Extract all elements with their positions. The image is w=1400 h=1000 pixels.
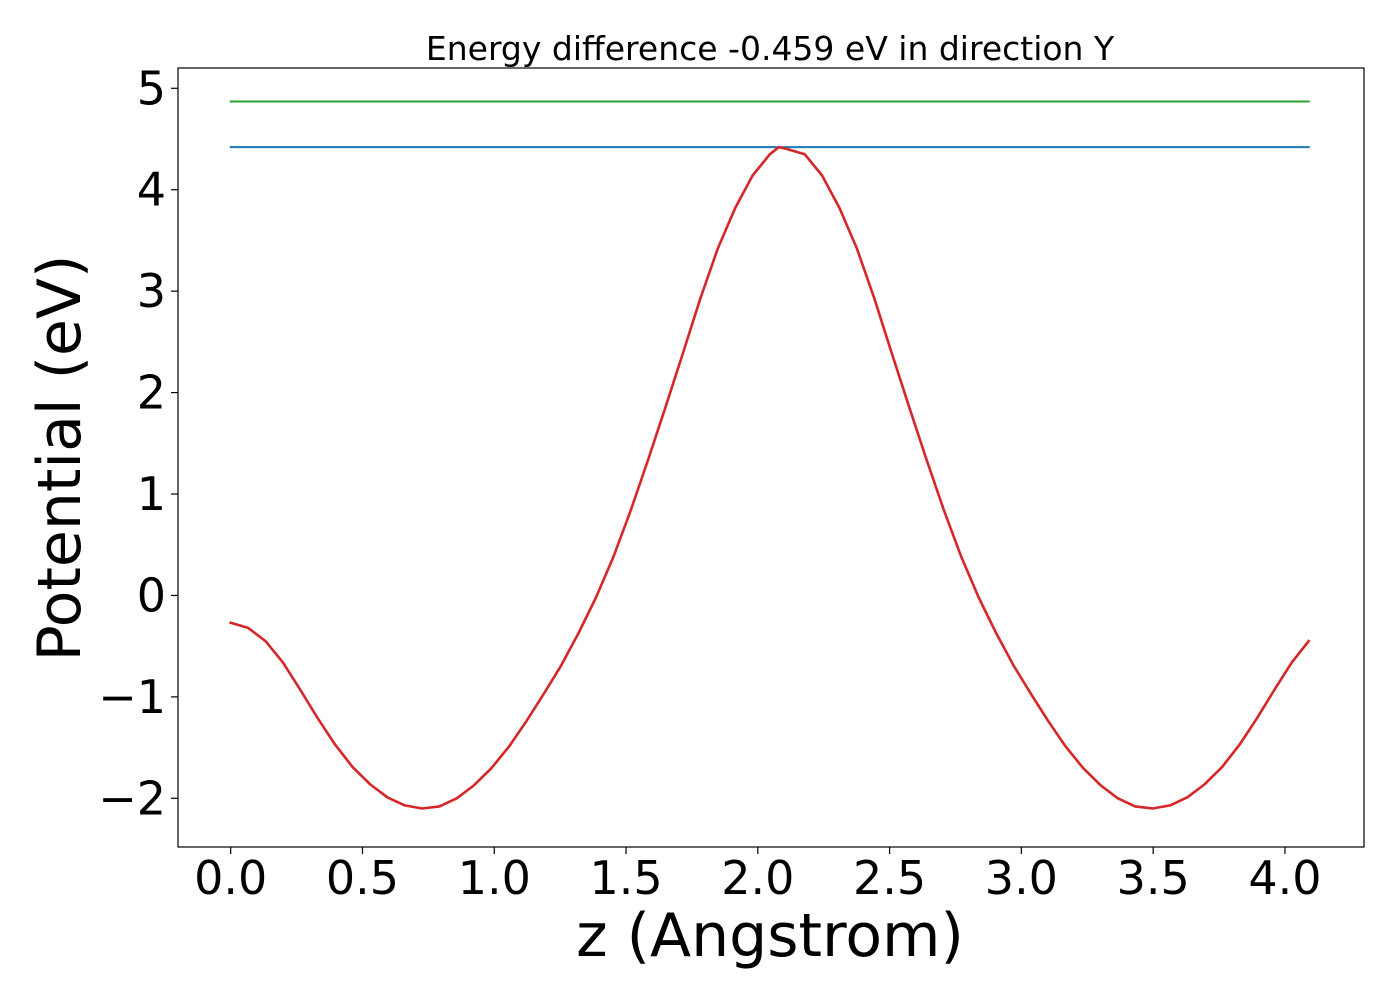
plot-area-frame: [177, 67, 1365, 848]
x-tick-label: 3.5: [1117, 851, 1190, 905]
series-line-3: [229, 145, 1311, 810]
y-tick-label: −1: [98, 670, 166, 724]
x-tick-label: 0.5: [326, 851, 399, 905]
x-tick-label: 2.5: [853, 851, 926, 905]
x-tick-label: 0.0: [194, 851, 267, 905]
y-tick-label: 2: [137, 366, 166, 420]
y-tick-label: 1: [137, 467, 166, 521]
x-tick-label: 3.0: [985, 851, 1058, 905]
x-tick-label: 4.0: [1248, 851, 1321, 905]
y-tick-label: 5: [137, 61, 166, 115]
y-tick-label: 4: [137, 163, 166, 217]
x-tick-label: 2.0: [721, 851, 794, 905]
y-axis-ticks: −2 −1 0 1 2 3 4 5: [98, 61, 178, 825]
x-tick-label: 1.5: [589, 851, 662, 905]
y-tick-label: −2: [98, 771, 166, 825]
y-tick-label: 3: [137, 264, 166, 318]
chart-title: Energy difference -0.459 eV in direction…: [426, 29, 1115, 68]
y-tick-label: 0: [137, 568, 166, 622]
y-axis-title: Potential (eV): [25, 255, 95, 662]
x-axis-title: z (Angstrom): [576, 901, 964, 971]
series-layer: [229, 100, 1311, 810]
x-axis-ticks: 0.0 0.5 1.0 1.5 2.0 2.5 3.0 3.5 4.0: [194, 847, 1322, 905]
x-tick-label: 1.0: [458, 851, 531, 905]
